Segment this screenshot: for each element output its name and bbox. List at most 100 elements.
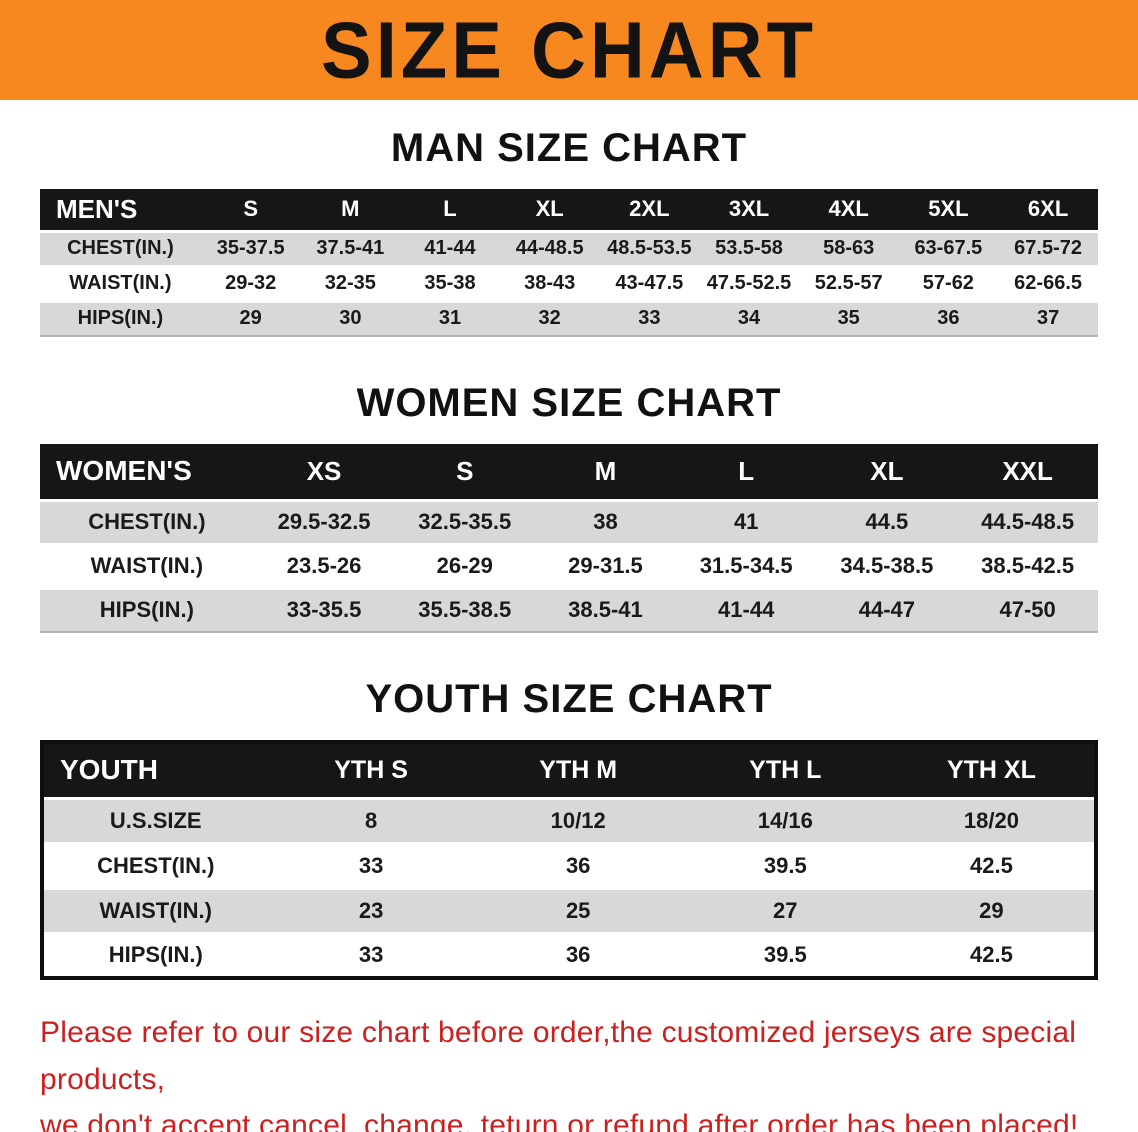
size-value-cell: 25	[565, 897, 591, 923]
size-column-header: XL	[870, 455, 904, 486]
row-label: WAIST(IN.)	[69, 272, 172, 294]
table-row: WAIST(IN.) 23 25 27 29	[42, 888, 1096, 933]
size-value-cell: 35-37.5	[216, 237, 285, 259]
row-label: HIPS(IN.)	[108, 942, 203, 968]
size-value-cell: 53.5-58	[715, 237, 783, 259]
size-value-cell: 35	[837, 307, 860, 330]
size-value-cell: 44.5	[865, 509, 909, 534]
table-row: CHEST(IN.) 29.5-32.5 32.5-35.5 38 41 44.5 44.5…	[40, 500, 1098, 544]
row-label: CHEST(IN.)	[88, 509, 206, 534]
size-value-cell: 41-44	[718, 597, 775, 623]
size-value-cell: 23.5-26	[286, 553, 362, 578]
men-size-table: MEN'S S M L XL 2XL 3XL 4XL 5XL 6XL CHEST(IN.) 35-37…	[40, 189, 1098, 337]
size-value-cell: 43-47.5	[615, 272, 684, 294]
size-value-cell: 33	[638, 307, 661, 330]
women-section-title: WOMEN SIZE CHART	[356, 381, 782, 425]
size-column-header: YTH M	[539, 755, 618, 784]
size-value-cell: 30	[339, 307, 362, 330]
youth-size-table: YOUTH YTH S YTH M YTH L YTH XL U.S.SIZE 8 10/12…	[40, 740, 1098, 980]
size-column-header: YTH L	[749, 755, 822, 784]
size-value-cell: 38.5-42.5	[981, 553, 1075, 578]
size-value-cell: 41-44	[424, 237, 476, 259]
size-value-cell: 44-47	[858, 597, 916, 623]
table-corner-label: YOUTH	[60, 754, 158, 786]
size-value-cell: 37	[1036, 307, 1060, 330]
size-column-header: 3XL	[728, 196, 770, 222]
row-label: WAIST(IN.)	[90, 553, 204, 578]
size-value-cell: 33	[358, 852, 384, 878]
table-row: HIPS(IN.) 29 30 31 32 33 34 35 36 37	[40, 301, 1098, 336]
size-value-cell: 57-62	[922, 272, 974, 294]
size-value-cell: 29.5-32.5	[277, 509, 371, 534]
table-row: WAIST(IN.) 29-32 32-35 35-38 38-43 43-47.5 47.…	[40, 266, 1098, 301]
size-column-header: M	[594, 455, 617, 486]
women-size-table: WOMEN'S XS S M L XL XXL CHEST(IN.) 29.5-32.5 32.5…	[40, 444, 1098, 633]
size-value-cell: 29-31.5	[568, 553, 643, 578]
size-value-cell: 44-48.5	[515, 237, 584, 259]
size-column-header: XL	[535, 196, 564, 222]
warning-line-2: we don't accept cancel, change, teturn o…	[40, 1109, 1079, 1132]
size-value-cell: 42.5	[970, 852, 1013, 878]
size-column-header: YTH S	[334, 755, 408, 784]
size-value-cell: 35.5-38.5	[418, 597, 512, 623]
size-column-header: S	[243, 196, 258, 222]
size-value-cell: 42.5	[970, 942, 1013, 968]
row-label: CHEST(IN.)	[97, 852, 215, 878]
youth-section-title: YOUTH SIZE CHART	[365, 677, 773, 721]
warning-line-1: Please refer to our size chart before or…	[40, 1016, 1077, 1096]
size-value-cell: 29-32	[225, 272, 277, 294]
size-value-cell: 32.5-35.5	[418, 509, 512, 534]
size-value-cell: 33	[358, 942, 384, 968]
size-value-cell: 32	[538, 307, 561, 330]
table-row: WAIST(IN.) 23.5-26 26-29 29-31.5 31.5-34.5 34…	[40, 544, 1098, 588]
size-value-cell: 44.5-48.5	[981, 509, 1075, 534]
order-warning-note: Please refer to our size chart before or…	[40, 1010, 1098, 1132]
size-value-cell: 36	[937, 307, 960, 330]
size-value-cell: 10/12	[550, 807, 606, 833]
size-column-header: 6XL	[1027, 196, 1069, 222]
page-title: SIZE CHART	[321, 5, 817, 95]
size-value-cell: 58-63	[823, 237, 875, 259]
men-size-section: MAN SIZE CHART MEN'S S M L XL 2XL 3XL 4XL 5XL 6XL…	[0, 126, 1138, 337]
size-column-header: XXL	[1002, 455, 1053, 486]
size-value-cell: 23	[358, 897, 384, 923]
size-value-cell: 18/20	[963, 807, 1019, 833]
size-value-cell: 29	[239, 307, 262, 330]
size-value-cell: 39.5	[763, 942, 807, 968]
table-corner-label: MEN'S	[56, 193, 138, 224]
size-value-cell: 41	[733, 509, 759, 534]
size-column-header: 2XL	[629, 196, 670, 222]
women-size-section: WOMEN SIZE CHART WOMEN'S XS S M L XL XXL CHEST(…	[0, 381, 1138, 633]
table-row: HIPS(IN.) 33-35.5 35.5-38.5 38.5-41 41-44 44-…	[40, 588, 1098, 632]
size-column-header: 4XL	[828, 196, 869, 222]
size-column-header: M	[341, 196, 360, 222]
row-label: CHEST(IN.)	[67, 237, 174, 259]
size-value-cell: 27	[773, 897, 798, 923]
banner: SIZE CHART	[0, 0, 1138, 100]
size-column-header: YTH XL	[946, 755, 1036, 784]
size-value-cell: 26-29	[436, 553, 493, 578]
youth-size-section: YOUTH SIZE CHART YOUTH YTH S YTH M YTH L YTH…	[0, 677, 1138, 980]
size-value-cell: 36	[565, 852, 591, 878]
size-value-cell: 31	[438, 307, 462, 330]
size-column-header: L	[738, 455, 755, 486]
size-value-cell: 29	[979, 897, 1004, 923]
table-row: HIPS(IN.) 33 36 39.5 42.5	[42, 933, 1096, 978]
size-value-cell: 32-35	[324, 272, 376, 294]
size-value-cell: 38	[593, 509, 618, 534]
size-value-cell: 39.5	[763, 852, 807, 878]
size-value-cell: 63-67.5	[914, 237, 983, 259]
row-label: HIPS(IN.)	[77, 307, 164, 330]
size-value-cell: 8	[364, 807, 378, 833]
size-value-cell: 47-50	[999, 597, 1056, 623]
table-header-row: YOUTH YTH S YTH M YTH L YTH XL	[42, 742, 1096, 798]
size-column-header: S	[456, 455, 474, 486]
size-value-cell: 62-66.5	[1014, 272, 1083, 294]
table-row: CHEST(IN.) 35-37.5 37.5-41 41-44 44-48.5 48.5…	[40, 231, 1098, 266]
table-header-row: MEN'S S M L XL 2XL 3XL 4XL 5XL 6XL	[40, 189, 1098, 231]
size-value-cell: 31.5-34.5	[699, 553, 793, 578]
size-value-cell: 36	[565, 942, 591, 968]
size-column-header: L	[443, 196, 457, 222]
size-column-header: 5XL	[928, 196, 969, 222]
